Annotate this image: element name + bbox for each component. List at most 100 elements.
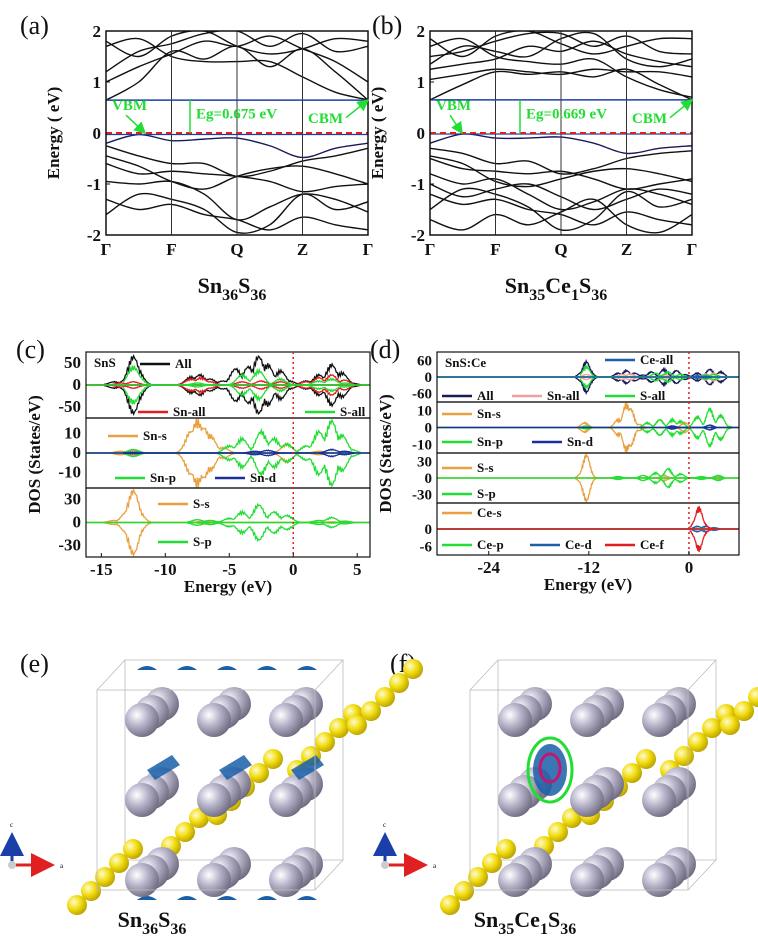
sn-atom xyxy=(498,863,532,897)
s-atom xyxy=(175,822,195,842)
band-gap-label: Eg=0.675 eV xyxy=(196,107,277,123)
sn-atom xyxy=(125,863,159,897)
s-atom xyxy=(468,867,488,887)
x-tick-label: -12 xyxy=(577,558,600,577)
kpoint-label: Γ xyxy=(101,240,112,259)
legend-label: Ce-f xyxy=(640,537,664,552)
isosurface xyxy=(177,896,197,900)
isosurface xyxy=(217,666,237,670)
dos-curve-sn-d xyxy=(665,426,717,431)
y-tick-label: 0 xyxy=(73,375,82,394)
formula-label: Sn36S36 xyxy=(198,273,267,304)
dos-curves xyxy=(86,418,370,488)
s-atom xyxy=(496,839,516,859)
y-tick-label: -6 xyxy=(420,539,433,555)
y-tick-label: 0 xyxy=(425,522,433,538)
formula-subscript: 35 xyxy=(498,921,514,938)
sn-atom xyxy=(269,783,303,817)
unit-cell-back xyxy=(469,659,717,891)
sn-atom xyxy=(498,703,532,737)
kpoint-label: Z xyxy=(621,240,632,259)
s-atom xyxy=(674,746,694,766)
sn-atom xyxy=(125,783,159,817)
dos-subplot: 300-30 xyxy=(58,487,371,558)
legend-label: Sn-s xyxy=(477,406,501,421)
sn-atom xyxy=(642,703,676,737)
sn-atom xyxy=(197,783,231,817)
y-tick-label: 0 xyxy=(425,370,433,386)
y-tick-label: 0 xyxy=(425,471,433,487)
sn-atom xyxy=(498,783,532,817)
dos-curve-s-p xyxy=(187,521,354,543)
x-tick-label: -10 xyxy=(154,560,177,579)
formula-element: Ce xyxy=(545,273,571,298)
dos-curve-ce-f xyxy=(689,505,714,530)
kpoint-label: F xyxy=(166,240,176,259)
isosurface xyxy=(257,666,277,670)
y-tick-label: 0 xyxy=(425,421,433,437)
a-axis-label: a xyxy=(433,862,437,870)
s-atom xyxy=(81,881,101,901)
y-tick-label: 50 xyxy=(64,353,81,372)
kpoint-label: F xyxy=(490,240,500,259)
legend-label: Ce-d xyxy=(565,537,592,552)
x-axis-label: Energy (eV) xyxy=(544,575,632,594)
dos-subplot: 100-10 xyxy=(58,417,371,489)
sn-atom xyxy=(642,863,676,897)
dos-curve-ce-all xyxy=(690,374,713,378)
band-line xyxy=(106,31,368,73)
formula-element: S xyxy=(158,907,170,932)
formula-subscript: 36 xyxy=(250,287,266,304)
legend-label: Sn-d xyxy=(250,470,277,485)
legend-label: Ce-s xyxy=(477,505,502,520)
formula-label: Sn36S36 xyxy=(118,907,187,938)
legend-label: Sn-all xyxy=(547,388,580,403)
y-tick-label: -60 xyxy=(412,387,432,403)
band-structure-b: Γ F Q Z Γ 2 1 0 -1 -2 Energy ( eV) VBM Eg=0.669 eV CB… xyxy=(368,22,697,304)
cbm-label: CBM xyxy=(632,111,667,127)
y-tick-label: 60 xyxy=(417,353,432,369)
c-axis-label: c xyxy=(10,821,13,829)
dos-curve-sn-s xyxy=(577,426,691,453)
x-tick-label: 0 xyxy=(289,560,298,579)
dos-curve-sn-d xyxy=(123,452,355,458)
legend-label: Sn-s xyxy=(143,428,167,443)
sn-atom xyxy=(570,863,604,897)
sn-atom xyxy=(125,703,159,737)
y-axis-label: Energy ( eV) xyxy=(368,87,387,180)
isosurface xyxy=(257,896,277,900)
s-atom xyxy=(688,732,708,752)
y-tick-label: -2 xyxy=(87,226,101,245)
dos-subplot: 300-30 xyxy=(412,452,740,504)
dos-curve-s-s xyxy=(103,521,342,557)
s-atom xyxy=(375,687,395,707)
y-tick-label: 1 xyxy=(417,73,426,92)
panel-label-a: (a) xyxy=(20,11,49,40)
s-atom xyxy=(748,687,758,707)
kpoint-label: Γ xyxy=(687,240,698,259)
dos-curve-sn-s xyxy=(110,452,329,488)
sn-atom xyxy=(570,703,604,737)
y-tick-label: 30 xyxy=(417,454,432,470)
legend-label: Ce-p xyxy=(477,537,504,552)
legend-label: S-s xyxy=(193,496,210,511)
cbm-arrow xyxy=(669,98,694,119)
panel-label-c: (c) xyxy=(16,335,45,364)
unit-cell-back xyxy=(96,659,344,891)
x-tick-label: -24 xyxy=(477,558,500,577)
panel-label-e: (e) xyxy=(20,649,49,678)
formula-subscript: 36 xyxy=(222,287,238,304)
y-tick-label: 10 xyxy=(417,404,432,420)
formula-element: Sn xyxy=(505,273,529,298)
isosurface xyxy=(291,755,324,780)
legend-label: All xyxy=(175,356,192,371)
vbm-arrow xyxy=(449,114,463,135)
formula-subscript: 35 xyxy=(529,287,545,304)
sn-atom xyxy=(197,703,231,737)
s-atom xyxy=(440,895,460,915)
crystal-structure-f: c a Sn35Ce1S36 xyxy=(373,659,758,938)
dos-curve-all xyxy=(103,384,361,416)
